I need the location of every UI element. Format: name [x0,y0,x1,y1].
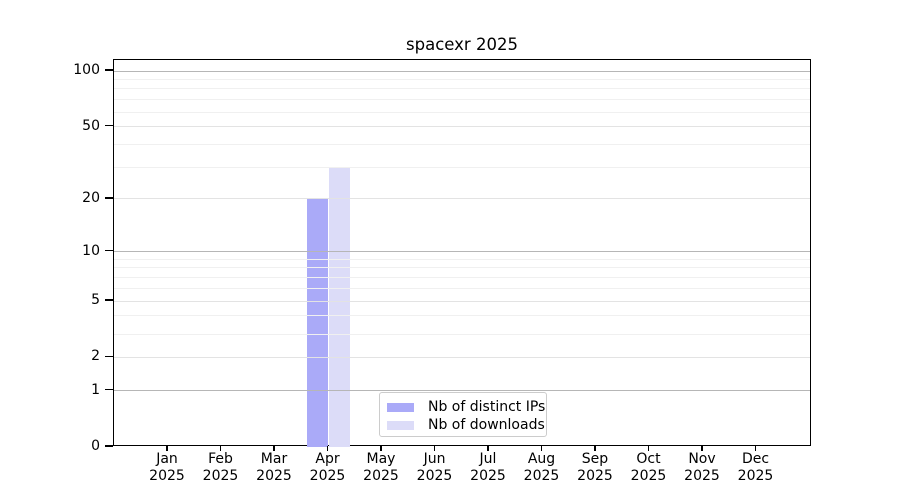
x-tick-label-2: Mar 2025 [256,451,292,484]
y-gridline-3 [114,333,810,335]
x-tick-label-6: Jul 2025 [470,451,506,484]
y-tick-50 [105,125,113,127]
x-tick-0 [166,446,168,451]
bars-layer [114,60,810,447]
x-tick-4 [380,446,382,451]
x-tick-10 [701,446,703,451]
y-gridline-9 [114,258,810,260]
y-gridline-50 [114,126,810,128]
legend-swatch [387,402,414,412]
x-tick-label-11: Dec 2025 [737,451,774,484]
x-tick-5 [433,446,436,451]
y-tick-2 [105,355,113,358]
legend-row-0: Nb of distinct IPs [386,398,545,416]
x-tick-label-10: Nov 2025 [684,451,720,484]
y-gridline-5 [114,300,810,302]
x-tick-label-5: Jun 2025 [416,451,453,484]
legend: Nb of distinct IPs Nb of downloads [379,392,547,437]
y-gridline-40 [114,143,810,145]
y-tick-label-1: 1 [91,381,100,398]
x-tick-11 [754,446,757,451]
x-tick-label-7: Aug 2025 [523,451,560,484]
y-gridline-7 [114,277,810,279]
y-tick-1 [105,388,113,391]
bar-downloads-3 [329,167,350,447]
legend-label: Nb of distinct IPs [428,399,546,415]
x-tick-7 [540,446,543,451]
y-gridline-30 [114,166,810,168]
y-tick-label-100: 100 [73,62,100,78]
y-gridline-90 [114,78,810,80]
y-tick-label-10: 10 [82,242,100,259]
x-tick-label-8: Sep 2025 [577,451,613,484]
y-tick-label-2: 2 [91,348,100,365]
legend-swatch [387,420,414,430]
y-gridline-80 [114,88,810,90]
legend-rows: Nb of distinct IPs Nb of downloads [386,398,545,434]
y-gridline-100 [114,70,810,72]
x-tick-8 [594,446,596,451]
y-tick-20 [105,197,113,199]
x-tick-label-3: Apr 2025 [309,451,346,484]
y-gridline-2 [114,356,810,358]
y-tick-label-20: 20 [82,189,100,206]
y-gridline-6 [114,287,810,289]
x-tick-3 [326,446,329,451]
y-gridline-1 [114,390,810,392]
legend-label: Nb of downloads [428,417,545,433]
legend-row-1: Nb of downloads [386,416,545,434]
y-tick-label-50: 50 [82,117,100,134]
bar-distinct-ips-3 [307,198,328,447]
y-gridline-8 [114,267,810,269]
y-tick-label-0: 0 [91,438,100,454]
y-gridline-70 [114,99,810,101]
y-tick-5 [105,299,113,301]
plot-area [113,59,811,447]
x-tick-9 [647,446,650,451]
y-gridline-4 [114,315,810,317]
x-tick-label-1: Feb 2025 [202,451,239,484]
grid-layer [114,60,810,445]
y-tick-10 [105,250,113,252]
y-tick-label-5: 5 [91,292,100,309]
y-gridline-20 [114,198,810,200]
x-tick-2 [273,446,275,451]
y-tick-100 [105,69,113,71]
x-tick-label-4: May 2025 [363,451,399,484]
y-tick-0 [105,445,113,447]
x-tick-label-0: Jan 2025 [149,451,185,484]
y-gridline-10 [114,251,810,253]
y-gridline-60 [114,111,810,113]
x-tick-6 [487,446,489,451]
chart-title: spacexr 2025 [406,35,518,54]
x-tick-1 [219,446,222,451]
x-tick-label-9: Oct 2025 [630,451,667,484]
